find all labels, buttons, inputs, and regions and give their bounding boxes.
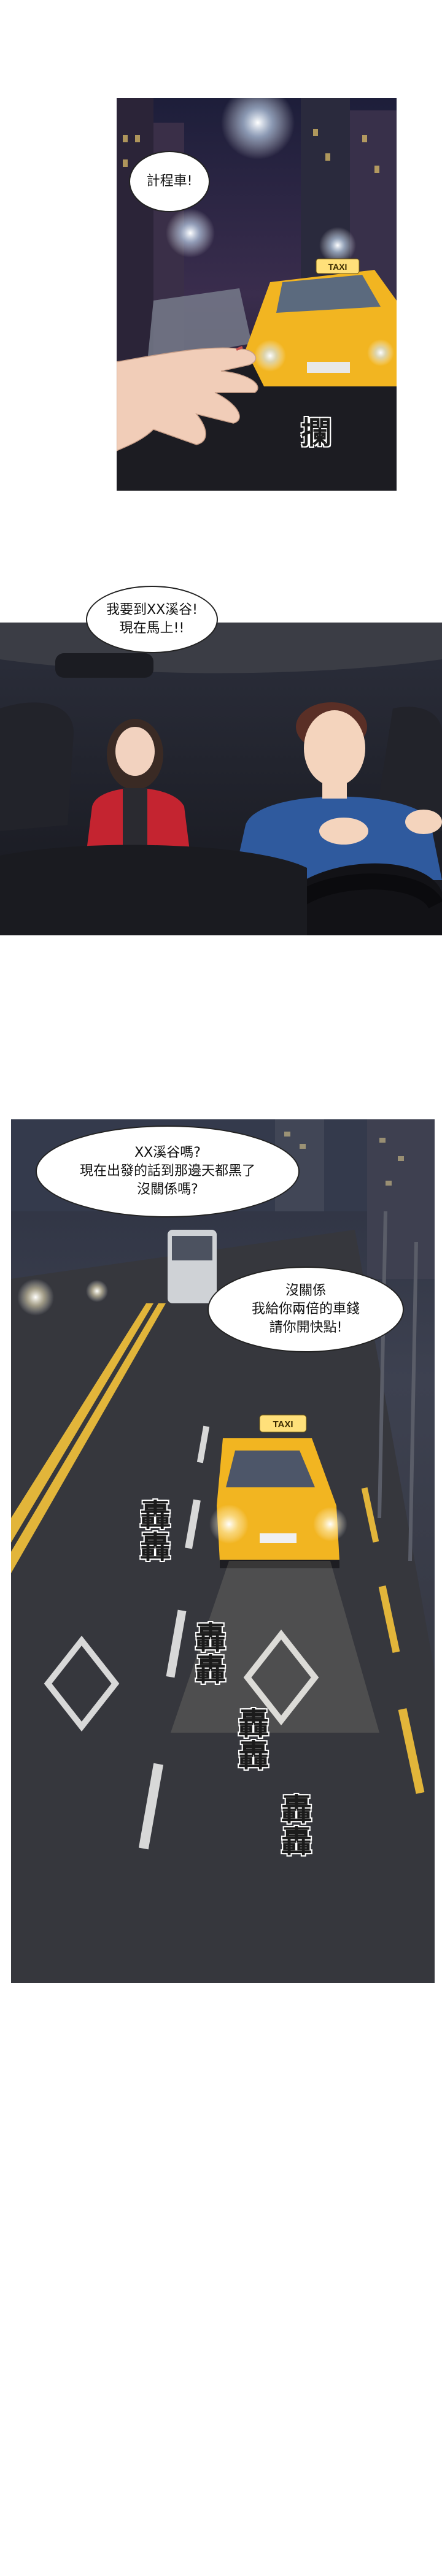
- panel-2: [0, 623, 442, 935]
- speech-bubble-driver: XX溪谷嗎? 現在出發的話到那邊天都黑了 沒關係嗎?: [36, 1125, 300, 1217]
- sfx-hail: 攔: [301, 415, 332, 451]
- speech-bubble-taxi: 計程車!: [129, 151, 210, 212]
- speech-bubble-woman: 沒關係 我給你兩倍的車錢 請你開快點!: [207, 1267, 404, 1352]
- panel-1: TAXI 計程車! 攔: [117, 98, 397, 491]
- sfx-engine-2: 轟 轟: [195, 1620, 226, 1688]
- speech-bubble-destination: 我要到XX溪谷! 現在馬上!!: [86, 586, 218, 653]
- panel-1-art: TAXI: [117, 98, 397, 491]
- taxi-sign-text: TAXI: [328, 262, 347, 272]
- panel-3: TAXI XX溪谷嗎? 現在出發的話到那邊天都黑了 沒關係嗎? 沒關係 我給你兩…: [11, 1119, 435, 1983]
- sfx-engine-1: 轟 轟: [140, 1497, 171, 1565]
- panel-2-art: [0, 623, 442, 935]
- panel-3-art: TAXI: [11, 1119, 435, 1983]
- sfx-engine-3: 轟 轟: [238, 1706, 269, 1774]
- sfx-engine-4: 轟 轟: [281, 1792, 312, 1860]
- taxi-roof-sign: TAXI: [273, 1419, 293, 1430]
